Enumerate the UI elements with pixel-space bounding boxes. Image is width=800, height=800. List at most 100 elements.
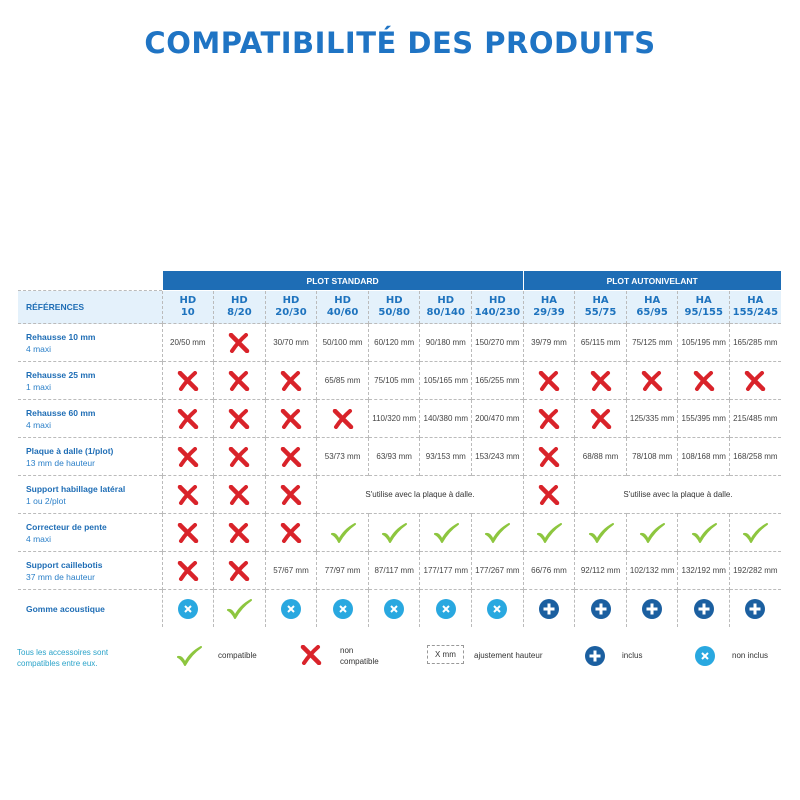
column-range: 40/60 (326, 307, 359, 318)
cross-icon (228, 522, 250, 543)
row-label: Correcteur de pente 4 maxi (18, 513, 162, 552)
cross-icon (590, 408, 612, 429)
row-label: Plaque à dalle (1/plot) 13 mm de hauteur (18, 437, 162, 476)
cell-value: 30/70 mm (264, 323, 317, 362)
cell-value: 78/108 mm (625, 437, 678, 476)
cell-value: 177/177 mm (419, 551, 472, 590)
legend-inclus-label: inclus (622, 651, 643, 660)
cross-icon (280, 370, 302, 391)
row-title: Gomme acoustique (26, 603, 105, 614)
cell (316, 589, 369, 627)
column-range: 55/75 (584, 307, 617, 318)
table-row: Rehausse 25 mm 1 maxi 65/85 mm 75/105 mm 105… (18, 361, 781, 400)
legend: Tous les accessoires sont compatibles en… (0, 645, 800, 675)
column-header: HA 55/75 (574, 290, 627, 324)
cell-value: 66/76 mm (522, 551, 575, 590)
cell (367, 589, 420, 627)
cross-icon (228, 560, 250, 581)
cell-value: 105/165 mm (419, 361, 472, 400)
x-circle-icon (332, 598, 354, 619)
cell (213, 437, 266, 476)
cell (471, 589, 524, 627)
column-type: HD (231, 295, 248, 306)
cell-value: 53/73 mm (316, 437, 369, 476)
cell-value: 75/125 mm (625, 323, 678, 362)
cell (213, 323, 266, 362)
cell (213, 399, 266, 438)
row-subtitle: 37 mm de hauteur (26, 571, 95, 582)
cross-icon (590, 370, 612, 391)
column-type: HD (282, 295, 300, 306)
row-subtitle: 4 maxi (26, 343, 52, 354)
cell (161, 513, 214, 552)
row-subtitle: 1 ou 2/plot (26, 495, 66, 506)
cell-value: 90/180 mm (419, 323, 472, 362)
cross-icon (177, 560, 199, 581)
cross-icon (538, 446, 560, 467)
column-header: HD 50/80 (367, 290, 420, 324)
cell (316, 513, 369, 552)
cell-value: 102/132 mm (625, 551, 678, 590)
legend-xmm-box: X mm (427, 645, 464, 664)
cell (522, 475, 575, 514)
column-type: HA (695, 295, 712, 306)
cell-value: 177/267 mm (471, 551, 524, 590)
cell-value: 50/100 mm (316, 323, 369, 362)
check-icon (330, 522, 356, 543)
column-range: 8/20 (227, 307, 252, 318)
cell-value: 105/195 mm (677, 323, 730, 362)
x-circle-icon (280, 598, 302, 619)
column-range: 65/95 (636, 307, 668, 318)
cross-icon (693, 370, 715, 391)
cell-value: 110/320 mm (367, 399, 420, 438)
table-row: Support caillebotis 37 mm de hauteur 57/67… (18, 551, 781, 590)
cell-value: 87/117 mm (367, 551, 420, 590)
cell (522, 399, 575, 438)
row-label: Support caillebotis 37 mm de hauteur (18, 551, 162, 590)
legend-note-line: compatibles entre eux. (17, 659, 98, 668)
row-subtitle: 4 maxi (26, 533, 52, 544)
cross-icon (744, 370, 766, 391)
column-range: 80/140 (426, 307, 465, 318)
cell (677, 589, 730, 627)
plus-circle-icon (590, 598, 612, 619)
cell-value: 93/153 mm (419, 437, 472, 476)
cross-icon (538, 408, 560, 429)
group-header: PLOT AUTONIVELANT (522, 271, 781, 291)
cell (471, 513, 524, 552)
row-subtitle: 1 maxi (26, 381, 52, 392)
cross-icon (641, 370, 663, 391)
legend-non-inclus-label: non inclus (732, 651, 769, 660)
legend-text: compatible (340, 657, 379, 666)
x-circle-icon (486, 598, 508, 619)
table-row: Rehausse 60 mm 4 maxi 110/320 mm 140/380 mm… (18, 399, 781, 438)
cell-value: 168/258 mm (729, 437, 781, 476)
row-subtitle: 13 mm de hauteur (26, 457, 95, 468)
legend-note: Tous les accessoires sont compatibles en… (17, 647, 108, 669)
merged-note: S'utilise avec la plaque à dalle. (574, 475, 781, 514)
cell (161, 399, 214, 438)
cross-icon (538, 370, 560, 391)
cell (729, 513, 781, 552)
row-label: Rehausse 10 mm 4 maxi (18, 323, 162, 362)
plus-circle-icon (584, 645, 606, 667)
legend-ajustement-label: ajustement hauteur (474, 651, 543, 660)
column-header: HD 40/60 (316, 290, 369, 324)
row-title: Rehausse 60 mm (26, 407, 96, 418)
column-header: HA 29/39 (522, 290, 575, 324)
cell (729, 589, 781, 627)
cross-icon (228, 370, 250, 391)
cross-icon (280, 484, 302, 505)
plus-circle-icon (693, 598, 715, 619)
cross-icon (300, 645, 322, 665)
plus-circle-icon (641, 598, 663, 619)
cell (625, 589, 678, 627)
x-circle-icon (435, 598, 457, 619)
cell (574, 399, 627, 438)
check-icon (691, 522, 717, 543)
check-icon (639, 522, 666, 543)
legend-non-compatible-label: non compatible (340, 645, 379, 667)
x-circle-icon (383, 598, 405, 619)
check-icon (742, 522, 769, 543)
cell (264, 589, 317, 627)
